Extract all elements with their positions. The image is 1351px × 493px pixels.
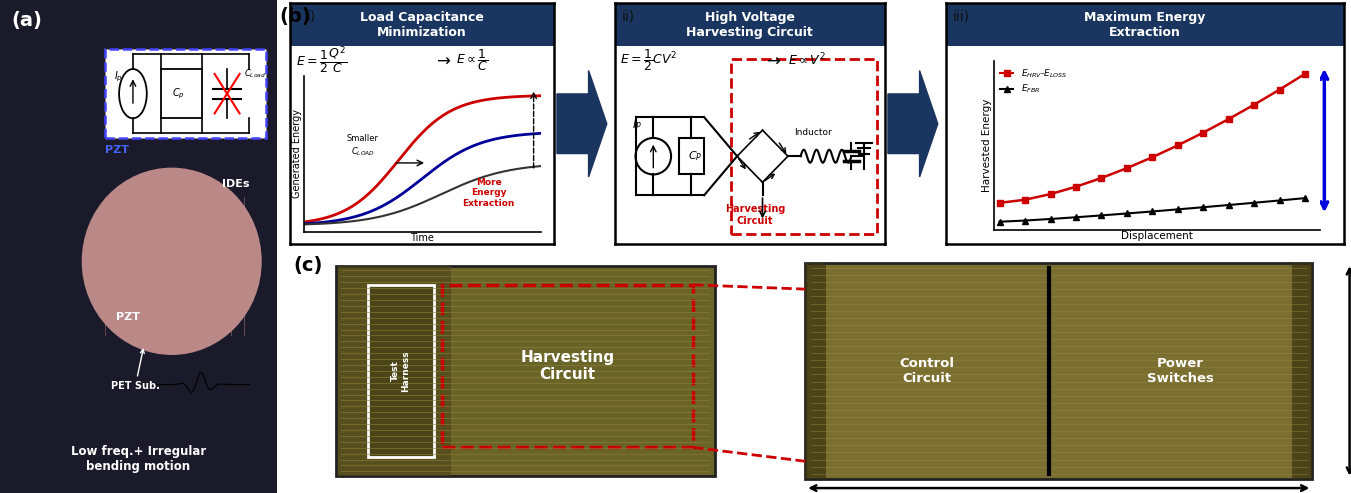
Text: $E \propto \dfrac{1}{C}$: $E \propto \dfrac{1}{C}$ [457, 47, 489, 73]
FancyArrow shape [888, 70, 938, 177]
Text: $C_p$: $C_p$ [172, 86, 185, 101]
Text: $\rightarrow$: $\rightarrow$ [763, 51, 782, 69]
Bar [290, 3, 554, 45]
Bar [805, 263, 1312, 479]
Text: (b): (b) [280, 7, 311, 27]
Text: Harvesting
Circuit: Harvesting Circuit [725, 205, 785, 226]
Text: Maximum Energy
Extraction: Maximum Energy Extraction [1085, 11, 1205, 38]
Text: $I_p$: $I_p$ [113, 69, 123, 84]
Text: Load Capacitance
Minimization: Load Capacitance Minimization [361, 11, 484, 38]
Text: $E = \dfrac{1}{2}\dfrac{Q^2}{C}$: $E = \dfrac{1}{2}\dfrac{Q^2}{C}$ [296, 44, 347, 76]
Text: $E = \dfrac{1}{2}CV^2$: $E = \dfrac{1}{2}CV^2$ [620, 47, 678, 73]
Text: $C_{Load}$: $C_{Load}$ [243, 68, 266, 80]
Text: Harvesting
Circuit: Harvesting Circuit [520, 350, 615, 383]
Bar [338, 266, 451, 476]
Bar [367, 285, 434, 457]
Text: PZT: PZT [116, 313, 141, 322]
FancyBboxPatch shape [105, 49, 266, 138]
Text: $E \propto V^2$: $E \propto V^2$ [788, 52, 825, 69]
Text: High Voltage
Harvesting Circuit: High Voltage Harvesting Circuit [686, 11, 813, 38]
Bar [805, 263, 825, 479]
Text: Power
Switches: Power Switches [1147, 357, 1213, 385]
Ellipse shape [81, 168, 262, 355]
FancyArrow shape [557, 70, 607, 177]
Text: PZT: PZT [105, 145, 130, 155]
Bar [442, 285, 693, 448]
Text: Low freq.+ Irregular
bending motion: Low freq.+ Irregular bending motion [70, 445, 207, 473]
Text: IDEs: IDEs [222, 179, 249, 189]
Text: (c): (c) [293, 256, 323, 275]
Text: PET Sub.: PET Sub. [111, 350, 159, 391]
Text: (a): (a) [11, 11, 42, 30]
Text: $\rightarrow$: $\rightarrow$ [432, 51, 451, 69]
Text: i): i) [307, 10, 316, 24]
Text: ii): ii) [621, 10, 635, 24]
Text: Up to
495%: Up to 495% [1177, 119, 1232, 158]
Text: iii): iii) [952, 10, 970, 24]
Text: Test
Harness: Test Harness [390, 350, 411, 392]
Circle shape [119, 69, 147, 118]
Text: Control
Circuit: Control Circuit [900, 357, 954, 385]
Bar [161, 69, 203, 118]
Bar [1292, 263, 1312, 479]
Bar [615, 3, 885, 45]
Bar [946, 3, 1344, 45]
Bar [335, 266, 715, 476]
